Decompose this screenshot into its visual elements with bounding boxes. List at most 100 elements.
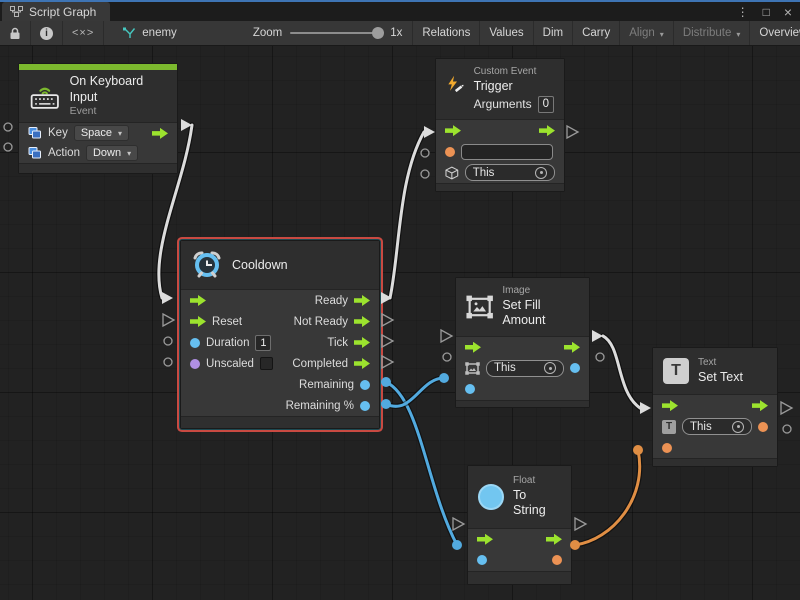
zoom-slider[interactable] (290, 27, 385, 39)
tick-out-port[interactable] (354, 337, 370, 348)
flow-out-port[interactable] (539, 125, 555, 137)
text-value-in-port[interactable] (662, 442, 672, 453)
object-picker-icon[interactable] (732, 420, 744, 433)
tostring-in-connector[interactable] (452, 540, 462, 550)
action-dropdown[interactable]: Down (85, 145, 139, 162)
breadcrumb[interactable]: enemy (112, 21, 187, 45)
node-trigger-custom-event[interactable]: Custom Event Trigger Arguments 0 (435, 58, 565, 193)
remaining-out-port[interactable] (360, 379, 370, 390)
values-button[interactable]: Values (480, 21, 534, 45)
distribute-button[interactable]: Distribute (674, 21, 751, 45)
dim-button[interactable]: Dim (534, 21, 574, 45)
flow-in-port[interactable] (477, 533, 493, 545)
wire-remaining-pct-to-fill[interactable] (384, 376, 446, 408)
target-dropdown[interactable]: This (486, 359, 564, 377)
custom-event-name-connector[interactable] (420, 148, 430, 158)
fill-amount-in-port[interactable] (465, 384, 475, 395)
cooldown-duration-connector[interactable] (163, 336, 173, 346)
keyboard-flow-out-connector[interactable] (181, 119, 192, 131)
flow-out-port[interactable] (152, 127, 168, 139)
not-ready-out-port[interactable] (354, 316, 370, 327)
keyboard-action-connector[interactable] (3, 142, 13, 152)
wire-tostring-to-settext[interactable] (573, 448, 642, 547)
completed-out-port[interactable] (354, 358, 370, 369)
target-dropdown[interactable]: This (682, 418, 752, 436)
cooldown-unscaled-connector[interactable] (163, 357, 173, 367)
string-out-port[interactable] (552, 555, 562, 566)
unscaled-checkbox[interactable] (259, 357, 273, 370)
string-port[interactable] (445, 146, 455, 157)
window-menu-icon[interactable]: ⋮ (736, 4, 749, 19)
image-flow-out-connector[interactable] (592, 330, 603, 342)
carry-button[interactable]: Carry (573, 21, 621, 45)
flow-out-port[interactable] (546, 533, 562, 545)
flow-in-port[interactable] (190, 295, 206, 306)
port-row-key: Key Space (19, 123, 177, 143)
flow-in-port[interactable] (465, 341, 481, 353)
duration-input[interactable] (255, 334, 272, 351)
arguments-field[interactable]: 0 (537, 96, 554, 114)
settext-flow-out-connector[interactable] (780, 400, 794, 416)
settext-flow-in-connector[interactable] (640, 402, 651, 414)
unscaled-port[interactable] (190, 358, 200, 369)
flow-out-port[interactable] (564, 341, 580, 353)
event-name-input[interactable] (461, 143, 553, 160)
node-on-keyboard-input[interactable]: On Keyboard Input Event Key Space Action (18, 63, 178, 175)
cooldown-not-ready-connector[interactable] (381, 312, 395, 328)
wire-cooldown-ready-to-custom-event[interactable] (388, 130, 426, 300)
remaining-connector[interactable] (381, 377, 391, 387)
flow-in-port[interactable] (662, 400, 678, 412)
tab-script-graph[interactable]: Script Graph (2, 2, 111, 21)
target-out-port[interactable] (758, 421, 768, 432)
wire-remaining-to-tostring[interactable] (384, 380, 459, 547)
object-picker-icon[interactable] (544, 362, 556, 375)
custom-event-target-connector[interactable] (420, 169, 430, 179)
custom-event-flow-in-connector[interactable] (424, 126, 435, 138)
image-target-out-connector[interactable] (595, 352, 605, 362)
settext-value-connector[interactable] (633, 445, 643, 455)
target-out-port[interactable] (570, 363, 580, 374)
node-title: Set Text (698, 369, 743, 384)
cooldown-reset-connector[interactable] (162, 312, 176, 328)
node-text-set-text[interactable]: T Text Set Text T This (652, 347, 778, 468)
tostring-flow-out-connector[interactable] (574, 516, 588, 532)
overview-button[interactable]: Overview (750, 21, 800, 45)
flow-out-port[interactable] (752, 400, 768, 412)
node-cooldown[interactable]: Cooldown Ready Reset Not Ready Duration … (180, 240, 380, 429)
object-picker-icon[interactable] (535, 166, 547, 179)
info-button[interactable]: i (31, 21, 63, 45)
ready-out-port[interactable] (354, 295, 370, 306)
fill-amount-connector[interactable] (439, 373, 449, 383)
tostring-flow-in-connector[interactable] (452, 516, 466, 532)
node-title: Set Fill Amount (502, 297, 546, 328)
remaining-pct-out-port[interactable] (360, 400, 370, 411)
relations-button[interactable]: Relations (412, 21, 481, 45)
wire-image-to-settext[interactable] (601, 334, 642, 410)
window-close-icon[interactable]: × (783, 3, 792, 20)
cooldown-ready-connector[interactable] (381, 292, 392, 304)
image-flow-in-connector[interactable] (440, 328, 454, 344)
cooldown-tick-connector[interactable] (381, 333, 395, 349)
reset-in-port[interactable] (190, 316, 206, 327)
keyboard-key-connector[interactable] (3, 122, 13, 132)
lock-button[interactable] (0, 21, 31, 45)
target-dropdown[interactable]: This (464, 164, 555, 182)
float-in-port[interactable] (477, 555, 487, 566)
code-preview-button[interactable]: <×> (63, 21, 105, 45)
settext-target-out-connector[interactable] (782, 424, 792, 434)
window-maximize-icon[interactable]: □ (762, 4, 770, 19)
cooldown-flow-in-connector[interactable] (162, 292, 173, 304)
duration-port[interactable] (190, 337, 200, 348)
node-category: Text (698, 357, 717, 368)
node-float-to-string[interactable]: Float To String (467, 465, 572, 585)
node-image-set-fill-amount[interactable]: Image Set Fill Amount This (455, 277, 590, 408)
align-button[interactable]: Align (620, 21, 674, 45)
remaining-pct-connector[interactable] (381, 399, 391, 409)
key-dropdown[interactable]: Space (73, 125, 130, 142)
graph-canvas[interactable]: On Keyboard Input Event Key Space Action (0, 46, 800, 600)
zoom-slider-handle[interactable] (372, 27, 385, 39)
image-target-connector[interactable] (442, 352, 452, 362)
flow-in-port[interactable] (445, 125, 461, 137)
custom-event-flow-out-connector[interactable] (566, 124, 580, 140)
cooldown-completed-connector[interactable] (381, 354, 395, 370)
